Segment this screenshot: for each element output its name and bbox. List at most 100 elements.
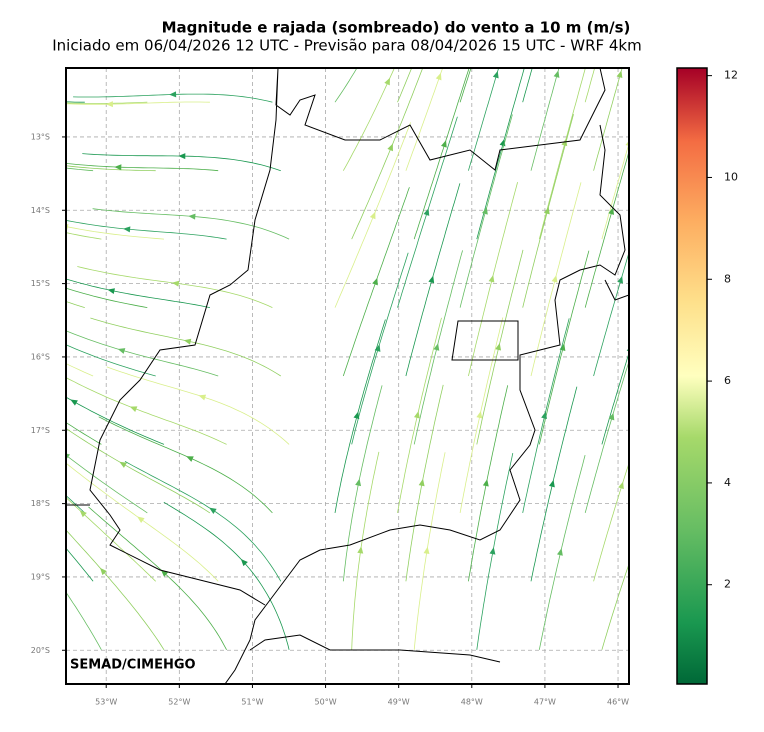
arrowhead <box>418 478 425 487</box>
arrowhead <box>626 344 629 353</box>
arrowhead <box>423 546 430 555</box>
arrowhead <box>608 207 615 215</box>
credit: SEMAD/CIMEHGO <box>70 658 196 673</box>
streamline <box>66 301 85 308</box>
streamline <box>397 317 442 513</box>
arrowhead <box>355 478 362 487</box>
arrowhead <box>188 213 196 220</box>
streamline <box>601 142 629 240</box>
arrowhead <box>240 558 248 567</box>
arrowhead <box>551 275 558 283</box>
y-tick-label: 17°S <box>31 426 50 435</box>
arrowhead <box>57 338 66 346</box>
y-tick-label: 13°S <box>31 132 50 141</box>
x-tick-label: 49°W <box>388 698 410 707</box>
arrowhead <box>492 70 499 79</box>
x-tick-label: 53°W <box>95 698 117 707</box>
arrowhead <box>353 411 360 420</box>
arrowhead <box>556 548 563 556</box>
colorbar-label: 6 <box>724 374 731 387</box>
streamline <box>584 68 596 103</box>
arrowhead <box>6 440 15 449</box>
arrowhead <box>543 206 550 215</box>
streamline <box>522 68 533 103</box>
streamline <box>90 317 282 377</box>
borders <box>66 68 629 684</box>
arrowhead <box>137 516 145 523</box>
streamline <box>66 421 102 445</box>
streamline <box>334 68 358 103</box>
arrowhead <box>616 70 623 78</box>
y-tick-label: 16°S <box>31 352 50 361</box>
colorbar-label: 10 <box>724 170 738 183</box>
arrowhead <box>186 456 194 462</box>
arrowhead <box>169 91 177 98</box>
arrowhead <box>0 212 8 220</box>
arrowhead <box>209 507 217 514</box>
arrowhead <box>617 275 624 284</box>
x-tick-label: 50°W <box>315 698 337 707</box>
arrowhead <box>70 399 78 406</box>
y-tick-label: 20°S <box>31 646 50 655</box>
y-tick-label: 18°S <box>31 499 50 508</box>
streamline <box>66 165 156 172</box>
streamline <box>124 461 282 582</box>
arrowhead <box>43 561 52 570</box>
x-tick-label: 48°W <box>461 698 483 707</box>
streamline <box>66 226 165 240</box>
streamline <box>459 68 472 103</box>
streamline <box>351 451 380 650</box>
arrowhead <box>66 223 69 230</box>
arrowhead <box>608 412 615 421</box>
arrowhead <box>123 226 131 233</box>
arrowhead <box>414 411 420 419</box>
arrowhead <box>387 143 393 152</box>
arrowhead <box>129 406 138 412</box>
arrowhead <box>119 461 127 468</box>
arrowhead <box>441 140 447 148</box>
colorbar-label: 12 <box>724 69 738 82</box>
df-border <box>451 320 519 361</box>
arrowhead <box>117 348 126 354</box>
arrowhead <box>546 1 554 9</box>
colorbar-ticks: 2 4 6 8 10 12 <box>707 69 738 591</box>
streamline <box>66 101 148 104</box>
arrowhead <box>160 569 169 577</box>
x-tick-label: 47°W <box>534 698 556 707</box>
streamline <box>66 529 165 651</box>
streamlines <box>0 1 629 651</box>
arrowhead <box>618 481 624 490</box>
grid <box>66 68 629 684</box>
arrowhead <box>488 275 495 283</box>
state-border <box>66 68 629 684</box>
streamline <box>66 377 227 445</box>
arrowhead <box>428 275 435 284</box>
streamline <box>66 591 102 650</box>
colorbar-label: 4 <box>724 476 731 489</box>
arrowhead <box>198 394 207 401</box>
arrowhead <box>369 211 376 220</box>
arrowhead <box>372 277 378 286</box>
arrowhead <box>79 510 87 518</box>
streamline <box>66 232 102 240</box>
x-tick-label: 52°W <box>168 698 190 707</box>
arrowhead <box>476 410 483 419</box>
arrowhead <box>178 153 186 160</box>
arrowhead <box>105 101 113 108</box>
axis-labels: 53°W 52°W 51°W 50°W 49°W 48°W 47°W 46°W 13°S 14°S… <box>31 132 629 706</box>
arrowhead <box>384 77 390 86</box>
arrowhead <box>183 338 192 345</box>
arrowhead <box>548 479 555 488</box>
x-tick-label: 46°W <box>607 698 629 707</box>
subtitle: Iniciado em 06/04/2026 12 UTC - Previsão… <box>52 37 641 55</box>
streamline <box>601 351 629 445</box>
arrowhead <box>431 5 439 14</box>
arrowhead <box>541 411 548 420</box>
arrowhead <box>489 547 496 555</box>
y-tick-label: 14°S <box>31 206 50 215</box>
streamline <box>413 452 446 650</box>
streamline <box>66 363 94 377</box>
arrowhead <box>482 479 489 487</box>
streamline <box>66 454 148 514</box>
